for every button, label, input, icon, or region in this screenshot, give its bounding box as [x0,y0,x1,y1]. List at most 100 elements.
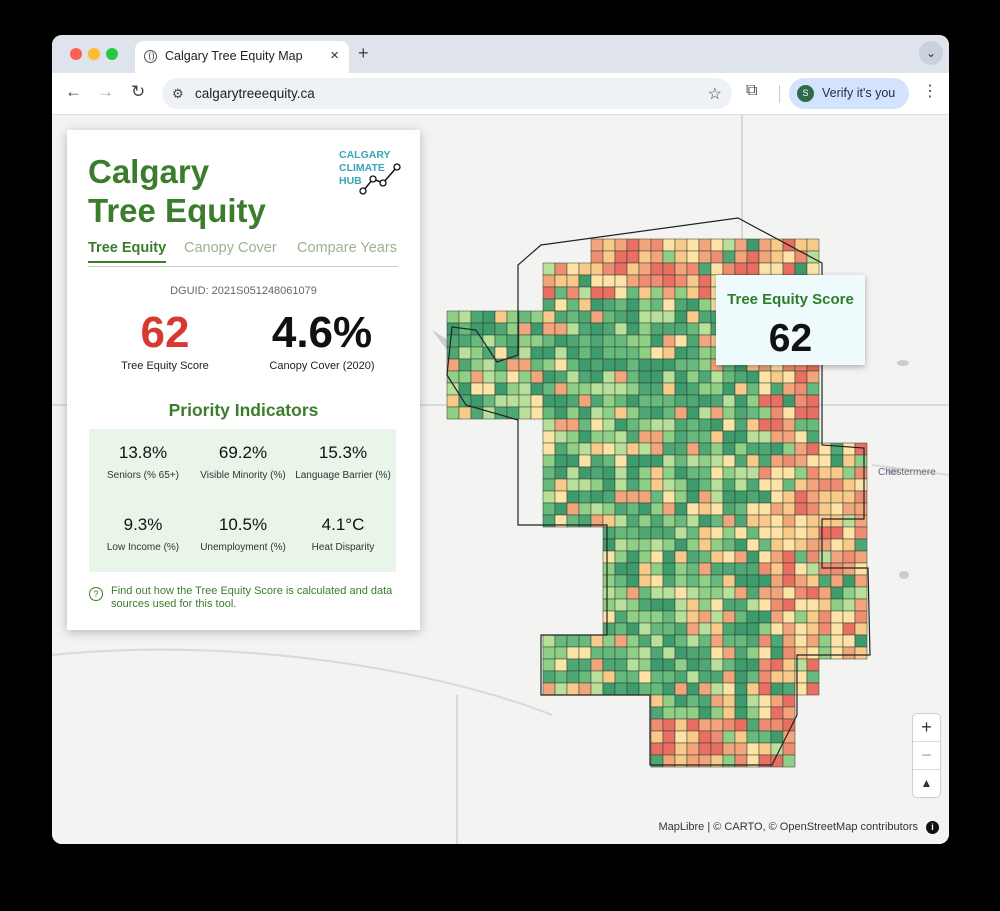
census-tract[interactable] [614,562,628,576]
census-tract[interactable] [746,742,760,756]
census-tract[interactable] [638,646,652,660]
census-tract[interactable] [734,670,748,684]
census-tract[interactable] [698,538,712,552]
census-tract[interactable] [590,634,604,648]
census-tract[interactable] [530,382,544,396]
census-tract[interactable] [662,694,676,708]
census-tract[interactable] [506,358,520,372]
census-tract[interactable] [686,658,700,672]
census-tract[interactable] [746,634,760,648]
census-tract[interactable] [782,694,796,708]
census-tract[interactable] [782,490,796,504]
census-tract[interactable] [662,418,676,432]
census-tract[interactable] [746,670,760,684]
census-tract[interactable] [806,550,820,564]
census-tract[interactable] [722,646,736,660]
census-tract[interactable] [686,406,700,420]
census-tract[interactable] [662,550,676,564]
census-tract[interactable] [674,574,688,588]
census-tract[interactable] [794,454,808,468]
census-tract[interactable] [506,334,520,348]
census-tract[interactable] [794,598,808,612]
census-tract[interactable] [626,358,640,372]
census-tract[interactable] [602,574,616,588]
census-tract[interactable] [446,322,460,336]
census-tract[interactable] [806,586,820,600]
census-tract[interactable] [650,502,664,516]
census-tract[interactable] [794,622,808,636]
census-tract[interactable] [686,310,700,324]
census-tract[interactable] [602,310,616,324]
census-tract[interactable] [626,598,640,612]
census-tract[interactable] [590,442,604,456]
census-tract[interactable] [758,514,772,528]
census-tract[interactable] [830,550,844,564]
census-tract[interactable] [566,658,580,672]
census-tract[interactable] [770,538,784,552]
census-tract[interactable] [662,346,676,360]
census-tract[interactable] [554,658,568,672]
census-tract[interactable] [830,562,844,576]
census-tract[interactable] [770,754,784,768]
census-tract[interactable] [770,394,784,408]
census-tract[interactable] [758,526,772,540]
census-tract[interactable] [686,346,700,360]
census-tract[interactable] [686,550,700,564]
census-tract[interactable] [626,586,640,600]
census-tract[interactable] [650,694,664,708]
census-tract[interactable] [734,238,748,252]
census-tract[interactable] [662,490,676,504]
census-tract[interactable] [554,478,568,492]
census-tract[interactable] [806,526,820,540]
census-tract[interactable] [626,322,640,336]
census-tract[interactable] [710,682,724,696]
census-tract[interactable] [698,466,712,480]
census-tract[interactable] [542,310,556,324]
census-tract[interactable] [614,238,628,252]
census-tract[interactable] [626,514,640,528]
census-tract[interactable] [650,298,664,312]
census-tract[interactable] [518,346,532,360]
zoom-in-button[interactable]: + [913,714,940,742]
census-tract[interactable] [758,610,772,624]
census-tract[interactable] [818,646,832,660]
census-tract[interactable] [710,262,724,276]
census-tract[interactable] [686,646,700,660]
census-tract[interactable] [650,634,664,648]
census-tract[interactable] [830,634,844,648]
census-tract[interactable] [590,346,604,360]
census-tract[interactable] [734,382,748,396]
census-tract[interactable] [734,442,748,456]
census-tract[interactable] [686,358,700,372]
census-tract[interactable] [770,670,784,684]
census-tract[interactable] [830,526,844,540]
census-tract[interactable] [854,634,868,648]
census-tract[interactable] [674,274,688,288]
census-tract[interactable] [842,610,856,624]
census-tract[interactable] [650,334,664,348]
census-tract[interactable] [590,334,604,348]
census-tract[interactable] [746,502,760,516]
census-tract[interactable] [566,370,580,384]
census-tract[interactable] [686,394,700,408]
census-tract[interactable] [614,286,628,300]
census-tract[interactable] [854,610,868,624]
census-tract[interactable] [554,406,568,420]
census-tract[interactable] [566,502,580,516]
census-tract[interactable] [674,454,688,468]
census-tract[interactable] [602,658,616,672]
address-bar[interactable]: ⚙ calgarytreeequity.ca ☆ [162,78,732,109]
census-tract[interactable] [770,454,784,468]
census-tract[interactable] [698,646,712,660]
census-tract[interactable] [650,478,664,492]
census-tract[interactable] [770,478,784,492]
census-tract[interactable] [746,406,760,420]
census-tract[interactable] [698,622,712,636]
census-tract[interactable] [830,454,844,468]
census-tract[interactable] [614,478,628,492]
census-tract[interactable] [746,466,760,480]
close-window-button[interactable] [70,48,82,60]
census-tract[interactable] [818,634,832,648]
census-tract[interactable] [758,238,772,252]
census-tract[interactable] [542,466,556,480]
